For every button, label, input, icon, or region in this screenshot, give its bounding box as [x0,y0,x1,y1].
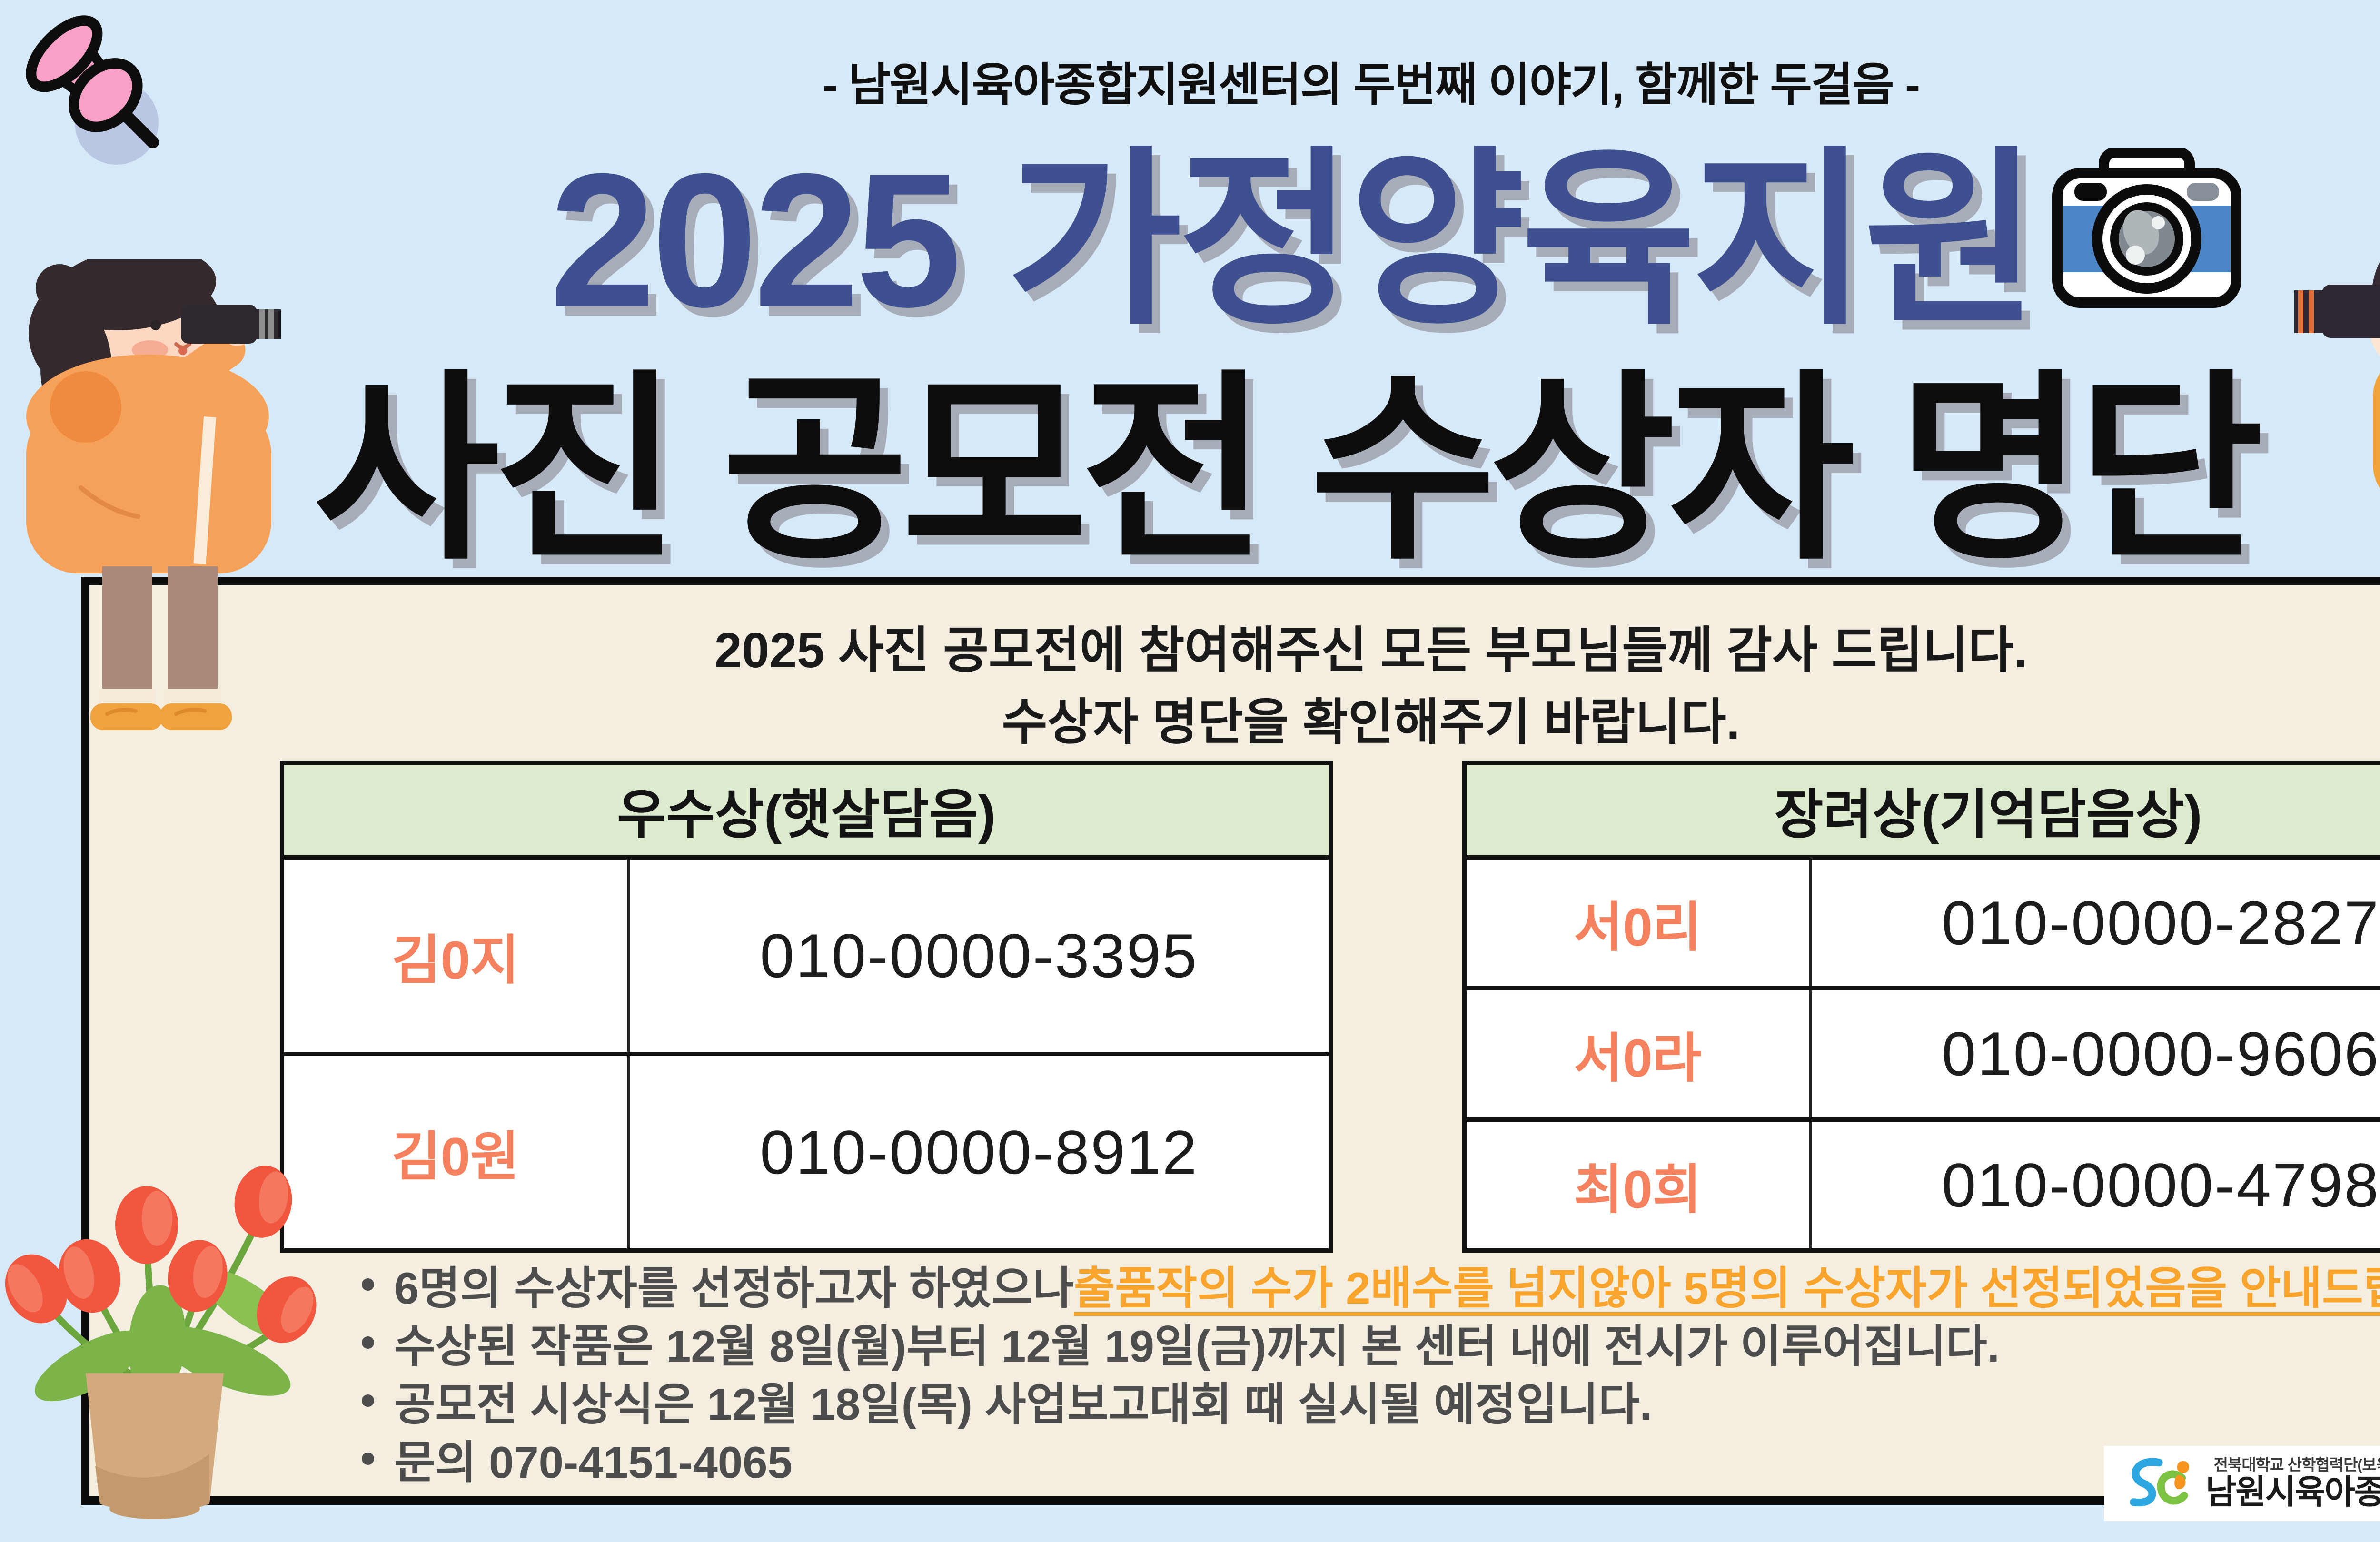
table-row: 서0라 010-0000-9606 [1467,990,2380,1122]
award-table-encouragement: 장려상(기억담음상) 서0리 010-0000-2827 서0라 010-000… [1462,761,2380,1253]
bullet-icon [362,1278,374,1291]
winner-name: 서0라 [1467,990,1812,1117]
intro-text: 2025 사진 공모전에 참여해주신 모든 부모님들께 감사 드립니다. 수상자… [81,615,2380,759]
bullet-icon [362,1394,374,1407]
center-logo-icon [2130,1458,2189,1507]
table-row: 김0원 010-0000-8912 [284,1056,1329,1248]
footer-logo-box: 전북대학교 산학협력단(보육지원사업단) 위탁운영 남원시육아종합지원센터 자람… [2104,1446,2380,1521]
note-item: 수상된 작품은 12월 8일(월)부터 12월 19일(금)까지 본 센터 내에… [362,1314,2380,1372]
note-item: 문의 070-4151-4065 [362,1430,2380,1488]
girl-photographer-illustration [26,259,281,730]
table-row: 김0지 010-0000-3395 [284,860,1329,1056]
boy-photographer-illustration [2294,261,2380,489]
winner-name: 김0원 [284,1056,630,1248]
page-title: 2025 가정양육지원 [549,134,2039,346]
note-text: 공모전 시상식은 12월 18일(목) 사업보고대회 때 실시될 예정입니다. [394,1379,1652,1429]
winner-name: 최0희 [1467,1121,1812,1248]
award-table-excellence: 우수상(햇살담음) 김0지 010-0000-3395 김0원 010-0000… [280,761,1333,1253]
page-subtitle: 사진 공모전 수상자 명단 [313,357,2263,583]
note-text: 6명의 수상자를 선정하고자 하였으나 [394,1263,1074,1313]
winner-phone: 010-0000-3395 [760,921,1199,990]
winner-phone: 010-0000-9606 [1942,1019,2380,1089]
bullet-icon [362,1336,374,1349]
footer-operator: 전북대학교 산학협력단(보육지원사업단) 위탁운영 [2213,1456,2380,1474]
notes-list: 6명의 수상자를 선정하고자 하였으나 출품작의 수가 2배수를 넘지않아 5명… [362,1255,2380,1488]
tulip-pot-illustration [5,1166,317,1519]
winner-phone: 010-0000-2827 [1942,888,2380,958]
table-row: 최0희 010-0000-4798 [1467,1121,2380,1248]
winner-name: 김0지 [284,860,630,1052]
winner-phone: 010-0000-8912 [760,1117,1199,1187]
top-slogan: - 남원시육아종합지원센터의 두번째 이야기, 함께한 두걸음 - [822,59,1920,110]
note-text: 문의 070-4151-4065 [394,1437,793,1487]
note-text: 수상된 작품은 12월 8일(월)부터 12월 19일(금)까지 본 센터 내에… [394,1321,2000,1371]
winner-phone: 010-0000-4798 [1942,1150,2380,1220]
camera-icon [2052,148,2241,308]
footer-texts: 전북대학교 산학협력단(보육지원사업단) 위탁운영 남원시육아종합지원센터 [2205,1456,2380,1511]
table-row: 서0리 010-0000-2827 [1467,860,2380,991]
intro-line-1: 2025 사진 공모전에 참여해주신 모든 부모님들께 감사 드립니다. [714,623,2028,678]
bullet-icon [362,1453,374,1465]
note-highlight: 출품작의 수가 2배수를 넘지않아 5명의 수상자가 선정되었음을 안내드립니다… [1073,1263,2380,1313]
table-header: 우수상(햇살담음) [284,765,1329,860]
footer-center-name: 남원시육아종합지원센터 [2205,1473,2380,1511]
winner-name: 서0리 [1467,860,1812,987]
note-item: 공모전 시상식은 12월 18일(목) 사업보고대회 때 실시될 예정입니다. [362,1372,2380,1430]
intro-line-2: 수상자 명단을 확인해주기 바랍니다. [1002,694,1740,750]
note-item: 6명의 수상자를 선정하고자 하였으나 출품작의 수가 2배수를 넘지않아 5명… [362,1255,2380,1314]
table-header: 장려상(기억담음상) [1467,765,2380,860]
pushpin-icon [26,15,159,165]
